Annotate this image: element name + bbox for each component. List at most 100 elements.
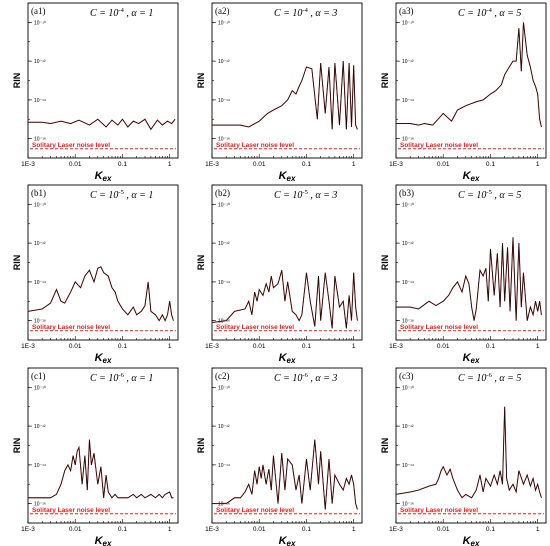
x-tick-label: 0.1 xyxy=(486,526,495,533)
panel-label: (c3) xyxy=(399,371,414,381)
rin-trace xyxy=(28,439,174,499)
rin-trace-overlay xyxy=(396,237,542,321)
plot-frame xyxy=(211,367,363,524)
rin-trace xyxy=(396,237,542,321)
y-tick-label: 10⁻¹⁰ xyxy=(402,385,414,391)
plot-frame xyxy=(211,184,363,341)
y-tick-label: 10⁻¹⁶ xyxy=(34,137,46,143)
rin-trace-overlay xyxy=(28,118,176,131)
panel-c2: 1E-3 0.01 0.1 1 10⁻¹⁶ 10⁻¹⁴ 10⁻¹² 10⁻¹⁰ Solitary… xyxy=(196,367,363,546)
x-tick-label: 0.1 xyxy=(118,526,127,533)
noise-level-label: Solitary Laser noise level xyxy=(216,507,294,514)
y-tick-label: 10⁻¹⁴ xyxy=(34,98,46,104)
x-tick-label: 0.1 xyxy=(302,526,311,533)
panel-b1: 1E-3 0.01 0.1 1 10⁻¹⁶ 10⁻¹⁴ 10⁻¹² 10⁻¹⁰ Solitary… xyxy=(12,184,179,365)
panel-a2: 1E-3 0.01 0.1 1 10⁻¹⁶ 10⁻¹⁴ 10⁻¹² 10⁻¹⁰ Solitary… xyxy=(196,2,363,183)
rin-trace xyxy=(28,118,176,131)
y-tick-label: 10⁻¹⁴ xyxy=(34,463,46,469)
rin-trace xyxy=(212,439,358,510)
x-tick-label: 1E-3 xyxy=(21,526,35,533)
x-tick-label: 0.1 xyxy=(486,161,495,168)
panel-label: (c1) xyxy=(31,371,46,381)
panel-c1: 1E-3 0.01 0.1 1 10⁻¹⁶ 10⁻¹⁴ 10⁻¹² 10⁻¹⁰ Solitary… xyxy=(12,367,179,546)
x-tick-label: 1E-3 xyxy=(21,161,35,168)
y-tick-label: 10⁻¹⁶ xyxy=(402,502,414,508)
x-tick-label: 0.01 xyxy=(69,526,82,533)
x-tick-label: 1 xyxy=(536,161,540,168)
x-tick-label: 1 xyxy=(168,343,172,350)
y-tick-label: 10⁻¹² xyxy=(402,241,414,247)
x-tick-label: 1 xyxy=(168,526,172,533)
x-tick-label: 1E-3 xyxy=(205,161,219,168)
panel-a3: 1E-3 0.01 0.1 1 10⁻¹⁶ 10⁻¹⁴ 10⁻¹² 10⁻¹⁰ Solitary… xyxy=(380,2,547,183)
x-tick-label: 1E-3 xyxy=(389,161,403,168)
rin-trace xyxy=(27,266,174,322)
panel-b3: 1E-3 0.01 0.1 1 10⁻¹⁶ 10⁻¹⁴ 10⁻¹² 10⁻¹⁰ Solitary… xyxy=(380,184,547,365)
y-tick-label: 10⁻¹⁰ xyxy=(402,20,414,26)
rin-trace xyxy=(211,270,358,329)
panel-b2: 1E-3 0.01 0.1 1 10⁻¹⁶ 10⁻¹⁴ 10⁻¹² 10⁻¹⁰ Solitary… xyxy=(196,184,363,365)
y-tick-label: 10⁻¹² xyxy=(218,59,230,65)
condition-label: C = 10-4 , α = 3 xyxy=(274,7,337,19)
y-axis-label: RIN xyxy=(12,255,22,271)
condition-label: C = 10-6 , α = 1 xyxy=(90,372,153,384)
x-tick-label: 1 xyxy=(352,343,356,350)
plot-frame xyxy=(395,367,547,524)
y-axis-label: RIN xyxy=(380,73,390,89)
y-tick-label: 10⁻¹⁴ xyxy=(402,280,414,286)
y-tick-label: 10⁻¹⁰ xyxy=(218,202,230,208)
y-tick-label: 10⁻¹² xyxy=(34,424,46,430)
x-tick-label: 1 xyxy=(168,161,172,168)
y-tick-label: 10⁻¹² xyxy=(34,59,46,65)
plot-frame xyxy=(211,2,363,159)
panel-label: (b2) xyxy=(215,188,230,198)
x-axis-label: Kex xyxy=(279,352,296,365)
y-tick-label: 10⁻¹² xyxy=(218,241,230,247)
y-tick-label: 10⁻¹⁴ xyxy=(218,98,230,104)
panel-label: (a1) xyxy=(31,6,46,16)
y-tick-label: 10⁻¹² xyxy=(218,424,230,430)
plot-frame xyxy=(395,184,547,341)
panel-label: (b1) xyxy=(31,188,46,198)
x-tick-label: 1E-3 xyxy=(389,526,403,533)
condition-label: C = 10-4 , α = 5 xyxy=(458,7,521,19)
y-tick-label: 10⁻¹⁴ xyxy=(402,463,414,469)
panel-label: (a3) xyxy=(399,6,414,16)
x-tick-label: 0.1 xyxy=(118,161,127,168)
rin-trace xyxy=(396,22,542,128)
x-tick-label: 0.01 xyxy=(253,343,266,350)
y-axis-label: RIN xyxy=(196,73,206,89)
plot-frame xyxy=(27,367,179,524)
x-tick-label: 1E-3 xyxy=(389,343,403,350)
x-tick-label: 0.1 xyxy=(486,343,495,350)
rin-trace-overlay xyxy=(27,266,174,322)
x-tick-label: 0.1 xyxy=(302,161,311,168)
y-axis-label: RIN xyxy=(12,438,22,454)
y-tick-label: 10⁻¹⁴ xyxy=(218,463,230,469)
y-tick-label: 10⁻¹⁶ xyxy=(402,319,414,325)
y-tick-label: 10⁻¹² xyxy=(34,241,46,247)
noise-level-label: Solitary Laser noise level xyxy=(32,142,110,149)
y-tick-label: 10⁻¹² xyxy=(402,59,414,65)
x-tick-label: 0.1 xyxy=(302,343,311,350)
x-tick-label: 0.01 xyxy=(437,526,450,533)
noise-level-label: Solitary Laser noise level xyxy=(216,142,294,149)
panel-label: (b3) xyxy=(399,188,414,198)
y-axis-label: RIN xyxy=(380,255,390,271)
y-tick-label: 10⁻¹⁰ xyxy=(34,385,46,391)
panel-c3: 1E-3 0.01 0.1 1 10⁻¹⁶ 10⁻¹⁴ 10⁻¹² 10⁻¹⁰ Solitary… xyxy=(380,367,547,546)
y-tick-label: 10⁻¹⁶ xyxy=(218,137,230,143)
x-tick-label: 0.01 xyxy=(69,161,82,168)
x-axis-label: Kex xyxy=(279,170,296,183)
plot-frame xyxy=(27,2,179,159)
condition-label: C = 10-4 , α = 1 xyxy=(90,7,153,19)
y-tick-label: 10⁻¹⁰ xyxy=(34,20,46,26)
noise-level-label: Solitary Laser noise level xyxy=(400,507,478,514)
rin-trace xyxy=(212,61,358,130)
condition-label: C = 10-5 , α = 3 xyxy=(274,189,337,201)
noise-level-label: Solitary Laser noise level xyxy=(400,324,478,331)
plot-frame xyxy=(27,184,179,341)
x-axis-label: Kex xyxy=(279,535,296,546)
noise-level-label: Solitary Laser noise level xyxy=(32,324,110,331)
